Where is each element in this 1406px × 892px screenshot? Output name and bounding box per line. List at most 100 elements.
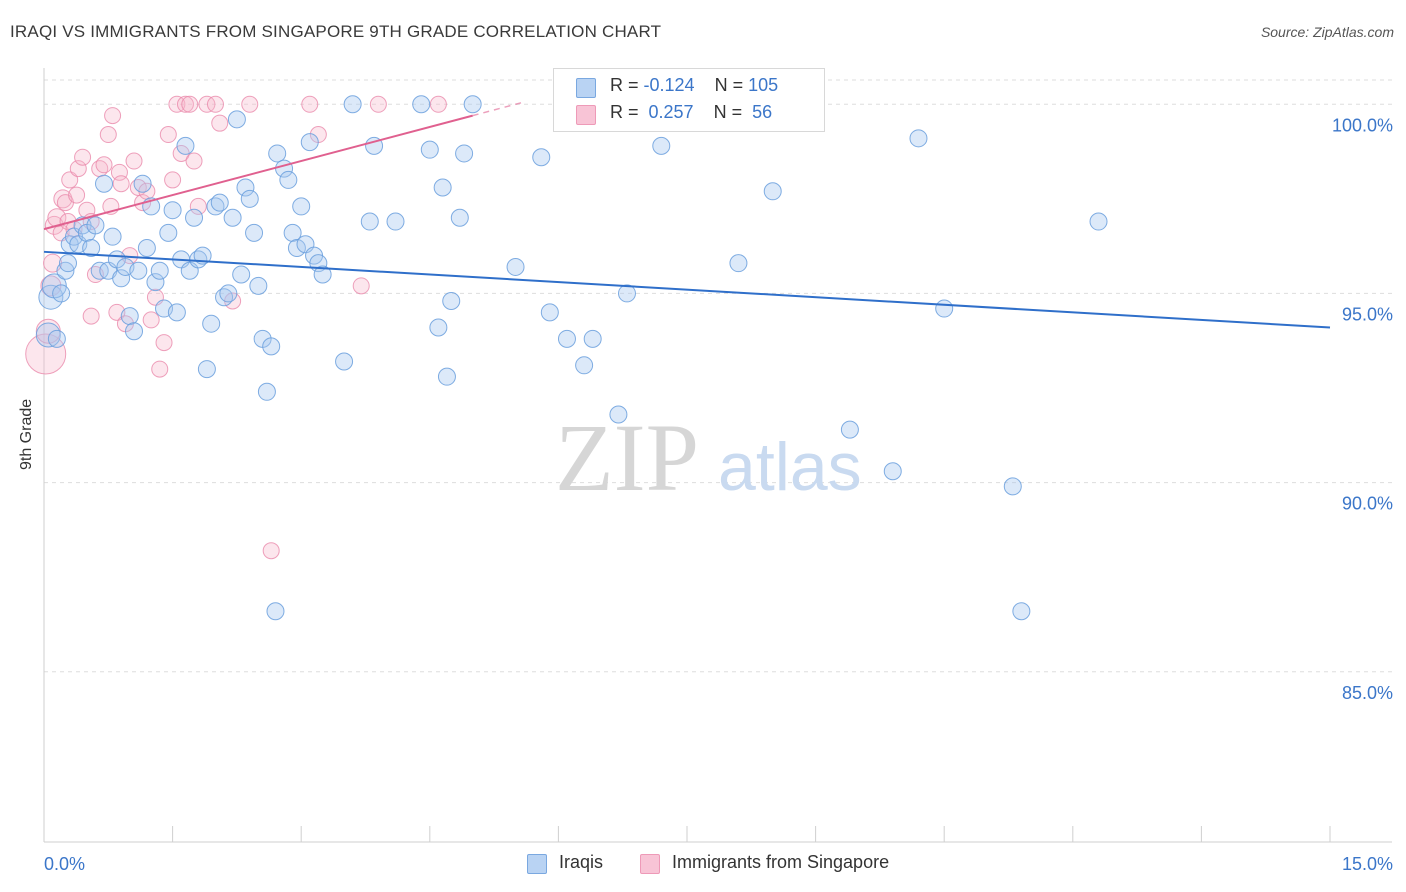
point-iraqis: [763, 182, 782, 201]
legend-r-label: R =: [610, 102, 644, 122]
point-singapore: [74, 148, 92, 166]
legend-swatch-iraqis: [527, 854, 547, 874]
point-singapore: [53, 189, 73, 209]
legend-label-iraqis: Iraqis: [559, 852, 604, 872]
legend-r-label: R =: [610, 75, 644, 95]
point-singapore: [95, 156, 113, 174]
point-iraqis: [1089, 212, 1108, 231]
axes: [43, 68, 1392, 843]
legend-n-label: N =: [713, 102, 748, 122]
point-singapore: [262, 542, 280, 560]
y-axis-label: 9th Grade: [18, 398, 35, 470]
point-iraqis: [245, 223, 264, 242]
point-iraqis: [266, 602, 285, 621]
y-tick-label: 90.0%: [1342, 494, 1393, 514]
legend-n-value: 105: [748, 75, 779, 95]
point-iraqis: [433, 178, 452, 197]
watermark: ZIP atlas: [555, 404, 862, 511]
watermark-zip: ZIP: [555, 404, 699, 511]
point-singapore: [104, 107, 122, 125]
point-iraqis: [412, 95, 431, 114]
point-iraqis: [137, 239, 156, 258]
x-tick-label: 0.0%: [44, 854, 85, 874]
point-singapore: [206, 95, 224, 113]
point-iraqis: [909, 129, 928, 148]
point-iraqis: [652, 136, 671, 155]
point-iraqis: [167, 303, 186, 322]
point-iraqis: [193, 246, 212, 265]
point-iraqis: [540, 303, 559, 322]
series-iraqis-points: [35, 95, 1108, 621]
point-iraqis: [292, 197, 311, 216]
point-iraqis: [210, 193, 229, 212]
point-iraqis: [575, 356, 594, 375]
y-tick-label: 100.0%: [1332, 115, 1393, 135]
point-singapore: [155, 334, 173, 352]
point-iraqis: [360, 212, 379, 231]
point-iraqis: [437, 367, 456, 386]
point-iraqis: [386, 212, 405, 231]
point-iraqis: [1012, 602, 1031, 621]
point-iraqis: [455, 144, 474, 163]
point-iraqis: [729, 254, 748, 273]
point-singapore: [151, 360, 169, 378]
point-iraqis: [103, 227, 122, 246]
point-iraqis: [420, 140, 439, 159]
point-iraqis: [583, 329, 602, 348]
point-singapore: [82, 307, 100, 325]
y-tick-label: 95.0%: [1342, 304, 1393, 324]
point-iraqis: [463, 95, 482, 114]
point-iraqis: [125, 322, 144, 341]
point-singapore: [211, 114, 229, 132]
point-iraqis: [56, 261, 75, 280]
point-iraqis: [935, 299, 954, 318]
point-iraqis: [343, 95, 362, 114]
point-iraqis: [112, 269, 131, 288]
legend-swatch-blue: [576, 78, 596, 98]
point-singapore: [241, 95, 259, 113]
point-iraqis: [35, 322, 61, 348]
point-iraqis: [283, 223, 302, 242]
point-iraqis: [249, 276, 268, 295]
trend-line-iraqis: [43, 250, 1331, 329]
point-iraqis: [313, 265, 332, 284]
x-tick-label: 15.0%: [1342, 854, 1393, 874]
point-iraqis: [262, 337, 281, 356]
point-iraqis: [506, 257, 525, 276]
point-iraqis: [82, 239, 101, 258]
point-iraqis: [202, 314, 221, 333]
point-iraqis: [146, 273, 165, 292]
point-singapore: [185, 152, 203, 170]
point-iraqis: [300, 133, 319, 152]
point-iraqis: [223, 208, 242, 227]
point-iraqis: [163, 201, 182, 220]
trend-line-singapore-extension: [472, 101, 525, 117]
point-iraqis: [52, 284, 71, 303]
point-singapore: [40, 275, 62, 297]
trend-lines: [43, 101, 1331, 329]
legend-label-singapore: Immigrants from Singapore: [672, 852, 890, 872]
series-singapore-points: [25, 95, 447, 560]
point-iraqis: [617, 284, 636, 303]
grid-lines: [44, 79, 1392, 673]
point-iraqis: [47, 329, 66, 348]
point-singapore: [369, 95, 387, 113]
point-singapore: [168, 95, 186, 113]
point-singapore: [125, 152, 143, 170]
watermark-atlas: atlas: [718, 429, 862, 505]
point-iraqis: [86, 216, 105, 235]
legend-r-value: -0.124: [643, 75, 695, 95]
point-iraqis: [287, 239, 306, 258]
point-singapore: [189, 197, 207, 215]
point-iraqis: [532, 148, 551, 167]
point-iraqis: [450, 208, 469, 227]
legend-swatch-pink: [576, 105, 596, 125]
point-iraqis: [159, 223, 178, 242]
point-iraqis: [236, 178, 255, 197]
point-iraqis: [1003, 477, 1022, 496]
point-iraqis: [240, 189, 259, 208]
point-singapore: [61, 171, 79, 189]
series-legend: Iraqis Immigrants from Singapore: [0, 852, 1406, 876]
point-singapore: [301, 95, 319, 113]
